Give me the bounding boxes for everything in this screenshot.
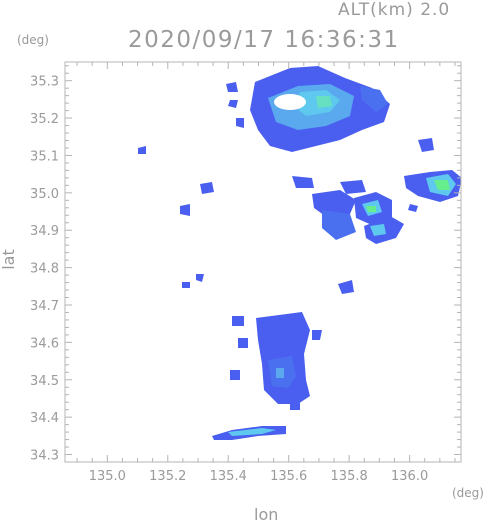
- y-tick-label: 34.5: [30, 374, 59, 389]
- x-tick-label: 135.6: [270, 469, 307, 484]
- x-unit-label: (deg): [452, 486, 484, 500]
- altitude-label: ALT(km) 2.0: [338, 0, 451, 20]
- y-tick-label: 34.8: [30, 262, 59, 277]
- echo-cluster-south: [212, 312, 322, 440]
- y-tick-label: 35.3: [30, 75, 59, 90]
- echo-cluster-north: [226, 66, 390, 152]
- y-tick-label: 34.6: [30, 336, 59, 351]
- x-tick-label: 135.2: [149, 469, 186, 484]
- y-tick-label: 34.7: [30, 299, 59, 314]
- echo-cluster-east: [292, 138, 461, 294]
- y-unit-label: (deg): [17, 33, 49, 47]
- y-tick-label: 34.9: [30, 224, 59, 239]
- y-tick-label: 34.4: [30, 411, 59, 426]
- plot-frame: [64, 61, 462, 463]
- axis-tick-labels: 135.0 135.2 135.4 135.6 135.8 136.0 35.3 35.2 35…: [30, 75, 428, 484]
- x-tick-label: 136.0: [391, 469, 428, 484]
- radar-echoes: [138, 66, 461, 440]
- x-tick-label: 135.8: [331, 469, 368, 484]
- x-tick-label: 135.0: [89, 469, 126, 484]
- x-axis-label: lon: [254, 505, 279, 524]
- echo-cluster-west: [138, 146, 214, 288]
- y-tick-label: 35.1: [30, 149, 59, 164]
- y-tick-label: 34.3: [30, 449, 59, 464]
- x-tick-label: 135.4: [210, 469, 247, 484]
- timestamp-label: 2020/09/17 16:36:31: [128, 27, 400, 53]
- y-tick-label: 35.2: [30, 112, 59, 127]
- axis-ticks: [65, 62, 461, 462]
- y-tick-label: 35.0: [30, 187, 59, 202]
